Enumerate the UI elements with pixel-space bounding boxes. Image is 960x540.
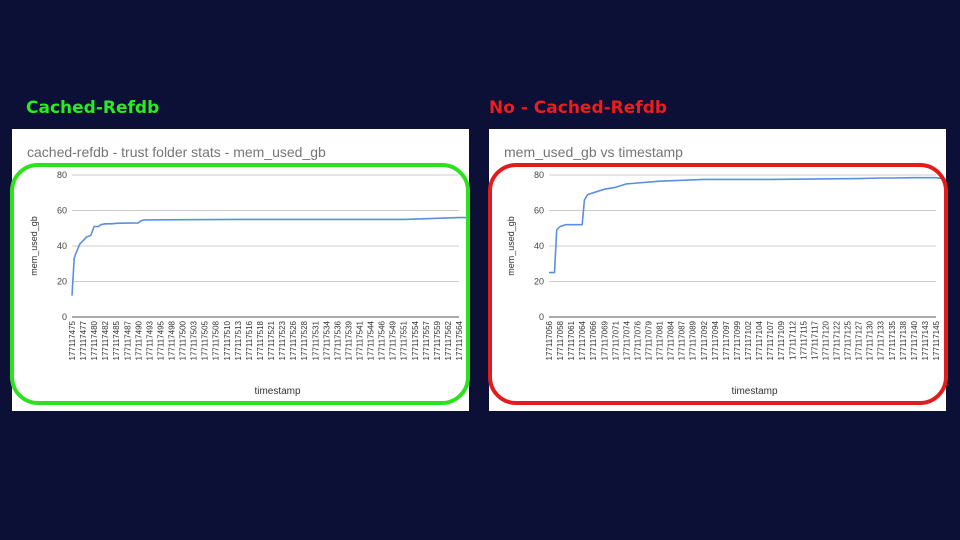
series-line <box>71 216 469 296</box>
x-tick-label: 177117097 <box>722 320 731 360</box>
y-tick-label: 40 <box>534 241 544 251</box>
x-tick-label: 177117541 <box>355 320 364 360</box>
x-tick-label: 177117477 <box>79 320 88 360</box>
x-tick-label: 177117562 <box>444 320 453 360</box>
x-tick-label: 177117138 <box>899 320 908 360</box>
x-tick-label: 177117536 <box>333 320 342 360</box>
x-tick-label: 177117544 <box>367 320 376 360</box>
x-axis-label: timestamp <box>254 386 301 397</box>
chart-title: cached-refdb - trust folder stats - mem_… <box>27 144 326 160</box>
x-tick-label: 177117056 <box>545 320 554 360</box>
x-tick-label: 177117081 <box>656 320 665 360</box>
x-tick-label: 177117076 <box>633 320 642 360</box>
y-tick-label: 80 <box>534 170 544 180</box>
x-tick-label: 177117087 <box>678 320 687 360</box>
x-tick-label: 177117089 <box>689 320 698 360</box>
chart-title: mem_used_gb vs timestamp <box>504 144 683 160</box>
x-tick-label: 177117554 <box>411 320 420 360</box>
x-tick-label: 177117505 <box>201 320 210 360</box>
x-tick-label: 177117107 <box>766 320 775 360</box>
x-tick-label: 177117135 <box>888 320 897 360</box>
x-tick-label: 177117564 <box>455 320 464 360</box>
x-tick-label: 177117528 <box>300 320 309 360</box>
y-tick-label: 60 <box>57 206 67 216</box>
cached-refdb-chart-card: cached-refdb - trust folder stats - mem_… <box>12 129 469 411</box>
x-tick-label: 177117539 <box>344 320 353 360</box>
x-tick-label: 177117559 <box>433 320 442 360</box>
x-tick-label: 177117109 <box>777 320 786 360</box>
x-tick-label: 177117102 <box>744 320 753 360</box>
x-tick-label: 177117493 <box>145 320 154 360</box>
x-tick-label: 177117122 <box>832 320 841 360</box>
x-tick-label: 177117094 <box>711 320 720 360</box>
x-tick-label: 177117064 <box>578 320 587 360</box>
x-tick-label: 177117071 <box>611 320 620 360</box>
x-tick-label: 177117133 <box>877 320 886 360</box>
y-tick-label: 40 <box>57 241 67 251</box>
x-tick-label: 177117099 <box>733 320 742 360</box>
x-tick-label: 177117498 <box>168 320 177 360</box>
x-tick-label: 177117546 <box>378 320 387 360</box>
x-tick-label: 177117061 <box>567 320 576 360</box>
x-tick-label: 177117143 <box>921 320 930 360</box>
y-axis-label: mem_used_gb <box>29 216 39 276</box>
y-tick-label: 0 <box>62 312 67 322</box>
y-tick-label: 20 <box>534 277 544 287</box>
x-tick-label: 177117503 <box>190 320 199 360</box>
x-tick-label: 177117513 <box>234 320 243 360</box>
x-axis-label: timestamp <box>731 386 778 397</box>
x-tick-label: 177117120 <box>821 320 830 360</box>
x-tick-label: 177117500 <box>179 320 188 360</box>
x-tick-label: 177117487 <box>123 320 132 360</box>
x-tick-label: 177117526 <box>289 320 298 360</box>
x-tick-label: 177117130 <box>866 320 875 360</box>
y-tick-label: 0 <box>539 312 544 322</box>
x-tick-label: 177117510 <box>223 320 232 360</box>
series-line <box>549 176 946 274</box>
x-tick-label: 177117523 <box>278 320 287 360</box>
x-tick-label: 177117518 <box>256 320 265 360</box>
x-tick-label: 177117058 <box>556 320 565 360</box>
x-tick-label: 177117145 <box>932 320 941 360</box>
y-tick-label: 60 <box>534 206 544 216</box>
x-tick-label: 177117115 <box>799 320 808 359</box>
x-tick-label: 177117140 <box>910 320 919 360</box>
x-tick-label: 177117125 <box>844 320 853 360</box>
x-tick-label: 177117534 <box>322 320 331 360</box>
no-cached-refdb-heading: No - Cached-Refdb <box>489 98 668 118</box>
x-tick-label: 177117482 <box>101 320 110 360</box>
x-tick-label: 177117104 <box>755 320 764 360</box>
x-tick-label: 177117475 <box>68 320 77 360</box>
x-tick-label: 177117480 <box>90 320 99 360</box>
x-tick-label: 177117551 <box>400 320 409 360</box>
cached-refdb-heading: Cached-Refdb <box>26 98 160 118</box>
x-tick-label: 177117508 <box>212 320 221 360</box>
x-tick-label: 177117557 <box>422 320 431 360</box>
x-tick-label: 177117092 <box>700 320 709 360</box>
x-tick-label: 177117079 <box>645 320 654 360</box>
x-tick-label: 177117521 <box>267 320 276 360</box>
x-tick-label: 177117066 <box>589 320 598 360</box>
x-tick-label: 177117495 <box>156 320 165 360</box>
x-tick-label: 177117549 <box>389 320 398 360</box>
x-tick-label: 177117112 <box>788 320 797 359</box>
x-tick-label: 177117117 <box>810 320 819 359</box>
y-axis-label: mem_used_gb <box>506 216 516 276</box>
y-tick-label: 20 <box>57 277 67 287</box>
x-tick-label: 177117490 <box>134 320 143 360</box>
cached-refdb-chart: cached-refdb - trust folder stats - mem_… <box>27 144 469 397</box>
x-tick-label: 177117531 <box>311 320 320 360</box>
x-tick-label: 177117074 <box>622 320 631 360</box>
x-tick-label: 177117516 <box>245 320 254 360</box>
x-tick-label: 177117485 <box>112 320 121 360</box>
y-tick-label: 80 <box>57 170 67 180</box>
x-tick-label: 177117084 <box>667 320 676 360</box>
no-cached-refdb-chart: mem_used_gb vs timestamp 0 20 40 60 80 1771170… <box>504 144 946 397</box>
no-cached-refdb-chart-card: mem_used_gb vs timestamp 0 20 40 60 80 1771170… <box>489 129 946 411</box>
x-tick-label: 177117127 <box>855 320 864 360</box>
x-tick-label: 177117069 <box>600 320 609 360</box>
